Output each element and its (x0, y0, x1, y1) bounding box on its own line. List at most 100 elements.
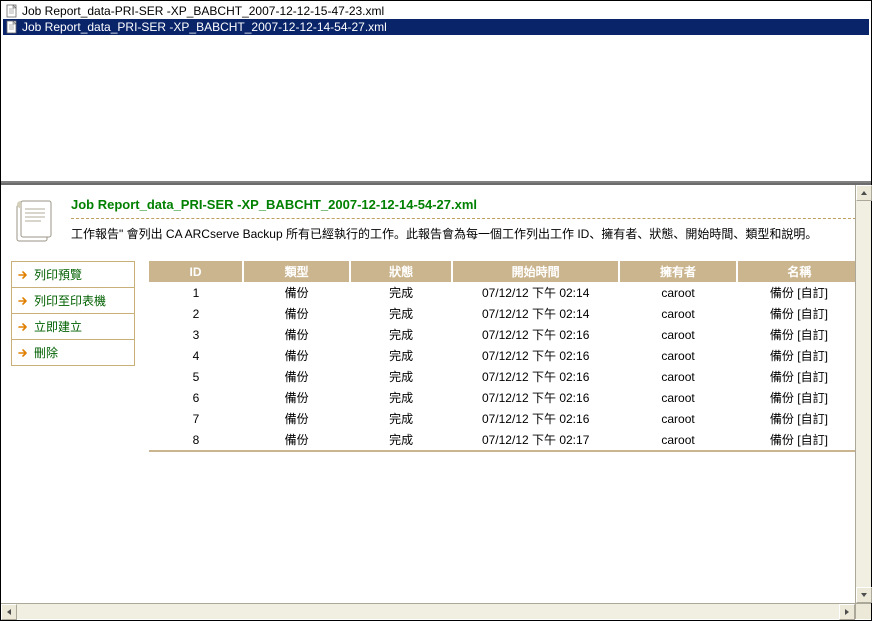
horizontal-scrollbar[interactable] (1, 603, 855, 619)
cell-id: 5 (149, 366, 243, 387)
cell-status: 完成 (350, 303, 452, 324)
file-list-item[interactable]: Job Report_data_PRI-SER -XP_BABCHT_2007-… (3, 19, 869, 35)
cell-owner: caroot (619, 387, 737, 408)
table-row[interactable]: 7備份完成07/12/12 下午 02:16caroot備份 [自訂] (149, 408, 861, 429)
cell-type: 備份 (243, 345, 350, 366)
menu-item-delete[interactable]: 刪除 (12, 340, 134, 366)
cell-start: 07/12/12 下午 02:16 (452, 387, 619, 408)
scroll-track[interactable] (856, 201, 871, 587)
cell-start: 07/12/12 下午 02:16 (452, 345, 619, 366)
cell-status: 完成 (350, 324, 452, 345)
cell-status: 完成 (350, 282, 452, 303)
cell-start: 07/12/12 下午 02:14 (452, 303, 619, 324)
scroll-track[interactable] (17, 604, 839, 619)
job-table: ID類型狀態開始時間擁有者名稱1備份完成07/12/12 下午 02:14car… (149, 261, 861, 452)
cell-owner: caroot (619, 366, 737, 387)
file-name-label: Job Report_data-PRI-SER -XP_BABCHT_2007-… (22, 4, 384, 18)
report-title-block: Job Report_data_PRI-SER -XP_BABCHT_2007-… (71, 197, 861, 261)
table-row[interactable]: 3備份完成07/12/12 下午 02:16caroot備份 [自訂] (149, 324, 861, 345)
cell-type: 備份 (243, 282, 350, 303)
cell-owner: caroot (619, 408, 737, 429)
table-row[interactable]: 4備份完成07/12/12 下午 02:16caroot備份 [自訂] (149, 345, 861, 366)
table-bottom-border (149, 451, 861, 452)
arrow-right-icon (18, 270, 28, 280)
title-separator (71, 218, 861, 219)
cell-status: 完成 (350, 345, 452, 366)
cell-type: 備份 (243, 366, 350, 387)
report-document-icon (11, 197, 59, 245)
cell-type: 備份 (243, 429, 350, 451)
cell-type: 備份 (243, 303, 350, 324)
cell-name: 備份 [自訂] (737, 408, 861, 429)
xml-file-icon (5, 20, 19, 34)
column-header-name[interactable]: 名稱 (737, 261, 861, 282)
table-header-row: ID類型狀態開始時間擁有者名稱 (149, 261, 861, 282)
cell-id: 7 (149, 408, 243, 429)
menu-item-label: 列印至印表機 (34, 292, 106, 309)
cell-name: 備份 [自訂] (737, 345, 861, 366)
cell-owner: caroot (619, 303, 737, 324)
vertical-scrollbar[interactable] (855, 185, 871, 603)
cell-name: 備份 [自訂] (737, 429, 861, 451)
cell-id: 6 (149, 387, 243, 408)
menu-item-create-now[interactable]: 立即建立 (12, 314, 134, 340)
cell-id: 1 (149, 282, 243, 303)
cell-type: 備份 (243, 387, 350, 408)
column-header-status[interactable]: 狀態 (350, 261, 452, 282)
report-content: 列印預覽列印至印表機立即建立刪除 ID類型狀態開始時間擁有者名稱1備份完成07/… (11, 261, 861, 452)
table-row[interactable]: 1備份完成07/12/12 下午 02:14caroot備份 [自訂] (149, 282, 861, 303)
cell-id: 8 (149, 429, 243, 451)
menu-item-print-to-printer[interactable]: 列印至印表機 (12, 288, 134, 314)
report-description: 工作報告" 會列出 CA ARCserve Backup 所有已經執行的工作。此… (71, 225, 861, 243)
arrow-right-icon (18, 322, 28, 332)
cell-status: 完成 (350, 366, 452, 387)
cell-id: 2 (149, 303, 243, 324)
cell-name: 備份 [自訂] (737, 366, 861, 387)
file-list-pane: Job Report_data-PRI-SER -XP_BABCHT_2007-… (1, 1, 871, 183)
xml-file-icon (5, 4, 19, 18)
menu-item-label: 立即建立 (34, 318, 82, 335)
arrow-right-icon (18, 296, 28, 306)
cell-type: 備份 (243, 408, 350, 429)
column-header-type[interactable]: 類型 (243, 261, 350, 282)
scroll-left-button[interactable] (1, 604, 17, 620)
cell-start: 07/12/12 下午 02:14 (452, 282, 619, 303)
menu-item-label: 刪除 (34, 344, 58, 361)
cell-status: 完成 (350, 408, 452, 429)
cell-type: 備份 (243, 324, 350, 345)
table-row[interactable]: 5備份完成07/12/12 下午 02:16caroot備份 [自訂] (149, 366, 861, 387)
action-menu: 列印預覽列印至印表機立即建立刪除 (11, 261, 135, 366)
cell-id: 3 (149, 324, 243, 345)
cell-owner: caroot (619, 282, 737, 303)
cell-start: 07/12/12 下午 02:17 (452, 429, 619, 451)
arrow-right-icon (18, 348, 28, 358)
column-header-owner[interactable]: 擁有者 (619, 261, 737, 282)
menu-item-label: 列印預覽 (34, 266, 82, 283)
cell-start: 07/12/12 下午 02:16 (452, 366, 619, 387)
cell-status: 完成 (350, 387, 452, 408)
file-list-item[interactable]: Job Report_data-PRI-SER -XP_BABCHT_2007-… (3, 3, 869, 19)
cell-owner: caroot (619, 345, 737, 366)
column-header-start[interactable]: 開始時間 (452, 261, 619, 282)
menu-item-print-preview[interactable]: 列印預覽 (12, 262, 134, 288)
report-header: Job Report_data_PRI-SER -XP_BABCHT_2007-… (11, 197, 861, 261)
cell-owner: caroot (619, 324, 737, 345)
table-row[interactable]: 6備份完成07/12/12 下午 02:16caroot備份 [自訂] (149, 387, 861, 408)
cell-name: 備份 [自訂] (737, 387, 861, 408)
cell-name: 備份 [自訂] (737, 303, 861, 324)
scroll-down-button[interactable] (856, 587, 872, 603)
column-header-id[interactable]: ID (149, 261, 243, 282)
cell-name: 備份 [自訂] (737, 324, 861, 345)
cell-owner: caroot (619, 429, 737, 451)
scroll-right-button[interactable] (839, 604, 855, 620)
scroll-up-button[interactable] (856, 185, 872, 201)
cell-start: 07/12/12 下午 02:16 (452, 408, 619, 429)
scroll-corner (855, 603, 871, 619)
cell-name: 備份 [自訂] (737, 282, 861, 303)
report-pane: Job Report_data_PRI-SER -XP_BABCHT_2007-… (1, 185, 871, 603)
cell-id: 4 (149, 345, 243, 366)
cell-status: 完成 (350, 429, 452, 451)
table-row[interactable]: 2備份完成07/12/12 下午 02:14caroot備份 [自訂] (149, 303, 861, 324)
table-row[interactable]: 8備份完成07/12/12 下午 02:17caroot備份 [自訂] (149, 429, 861, 451)
file-name-label: Job Report_data_PRI-SER -XP_BABCHT_2007-… (22, 20, 387, 34)
